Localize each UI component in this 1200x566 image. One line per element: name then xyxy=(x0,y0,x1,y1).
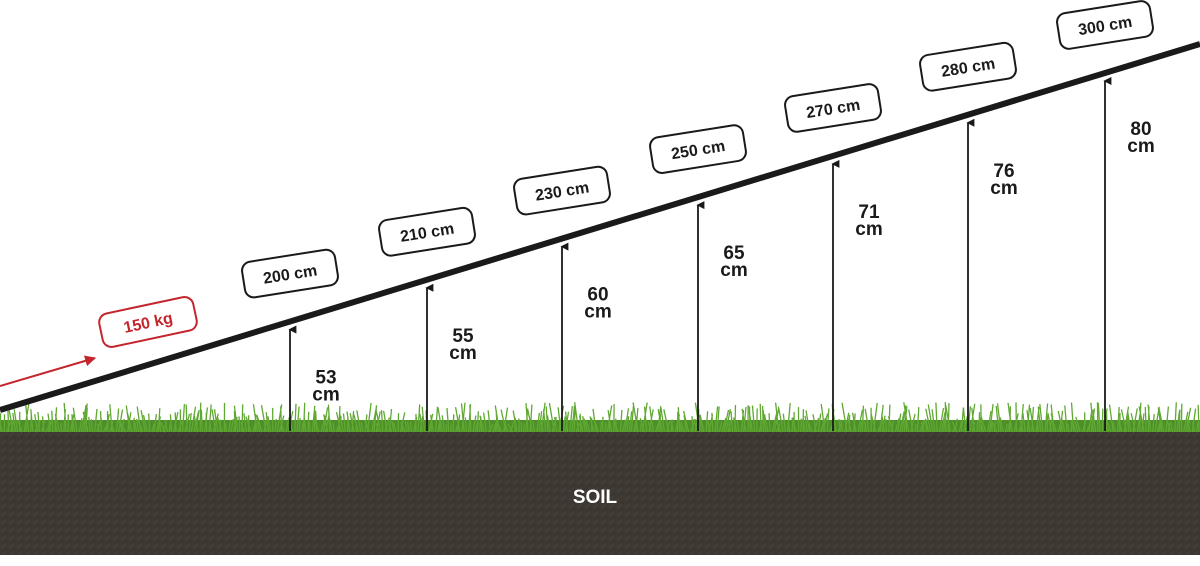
load-arrow xyxy=(0,355,97,387)
length-tag: 300 cm xyxy=(1056,0,1154,50)
length-box xyxy=(378,206,476,257)
length-box xyxy=(1056,0,1154,50)
height-value: 65 xyxy=(723,243,745,264)
height-value: 60 xyxy=(587,285,608,306)
soil xyxy=(0,431,1200,555)
height-value: 55 xyxy=(452,326,474,347)
grass-blades xyxy=(0,402,1200,433)
height-value: 71 xyxy=(858,202,880,223)
load-tag: 150 kg xyxy=(98,296,198,348)
length-box xyxy=(784,83,882,133)
height-value: 53 xyxy=(315,368,336,389)
length-tag: 270 cm xyxy=(784,83,882,133)
length-tag: 250 cm xyxy=(649,124,747,174)
length-box xyxy=(919,41,1017,92)
height-unit: cm xyxy=(584,302,611,323)
grass xyxy=(0,402,1200,433)
height-unit: cm xyxy=(855,219,882,240)
height-unit: cm xyxy=(990,178,1017,199)
load-box xyxy=(98,296,198,348)
height-value: 76 xyxy=(993,161,1014,182)
length-tag: 210 cm xyxy=(378,206,476,257)
length-box xyxy=(241,248,339,299)
length-tag: 280 cm xyxy=(919,41,1017,92)
height-unit: cm xyxy=(720,260,747,281)
height-unit: cm xyxy=(1127,136,1154,157)
height-unit: cm xyxy=(312,385,339,406)
length-box xyxy=(513,165,611,216)
soil-label: SOIL xyxy=(573,487,618,508)
height-value: 80 xyxy=(1130,119,1151,140)
height-unit: cm xyxy=(449,343,476,364)
length-tag: 230 cm xyxy=(513,165,611,216)
length-box xyxy=(649,124,747,174)
ramp-line xyxy=(0,41,1200,413)
length-tag: 200 cm xyxy=(241,248,339,299)
